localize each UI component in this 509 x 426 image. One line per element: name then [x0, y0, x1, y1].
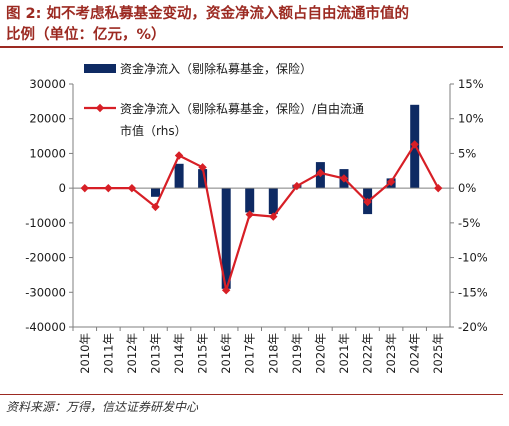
ratio-point-2023年: [386, 177, 396, 187]
right-tick-label: -10%: [458, 251, 488, 265]
ratio-point-2025年: [434, 183, 443, 193]
figure-title-line2: 比例（单位：亿元，%）: [6, 27, 166, 43]
x-tick-label: 2012年: [125, 333, 139, 374]
right-tick-label: -5%: [458, 216, 480, 230]
legend-line-label-line2: 市值（rhs）: [120, 123, 187, 138]
right-axis-ticks: 15% 10% 5% 0% -5% -10% -15% -20%: [450, 77, 488, 334]
x-tick-label: 2020年: [313, 333, 327, 374]
ratio-point-2021年: [339, 174, 349, 183]
x-tick-label: 2013年: [149, 333, 163, 374]
left-tick-label: 30000: [29, 77, 66, 91]
x-tick-label: 2017年: [243, 333, 257, 374]
x-tick-label: 2019年: [290, 333, 304, 374]
legend-line-marker: [95, 103, 105, 113]
x-tick-label: 2021年: [337, 333, 351, 374]
left-tick-label: -40000: [25, 320, 66, 334]
ratio-point-2011年: [104, 183, 113, 193]
bar-2013年: [151, 188, 160, 197]
title-divider: [0, 46, 503, 48]
ratio-point-2024年: [410, 140, 419, 149]
legend-bar-swatch: [84, 64, 116, 73]
ratio-point-2012年: [127, 183, 137, 193]
figure-title: 图 2: 如不考虑私募基金变动，资金净流入额占自由流通市值的 比例（单位：亿元，…: [6, 4, 504, 46]
bar-2014年: [174, 163, 184, 189]
right-tick-label: 5%: [458, 146, 476, 160]
ratio-point-2018年: [269, 212, 278, 221]
line-series: [80, 140, 443, 295]
left-tick-label: 20000: [29, 112, 66, 126]
left-tick-label: -10000: [25, 216, 66, 230]
x-tick-label: 2025年: [431, 333, 445, 374]
left-tick-label: -30000: [25, 285, 66, 299]
right-tick-label: -20%: [458, 320, 488, 334]
left-tick-label: 0: [59, 181, 66, 195]
chart-canvas: 30000 20000 10000 0 -10000 -20000 -30000 -40000…: [25, 61, 488, 374]
bar-series: [151, 104, 420, 289]
ratio-point-2015年: [198, 163, 207, 172]
ratio-line: [84, 143, 440, 292]
x-tick-label: 2014年: [172, 333, 186, 374]
x-tick-label: 2015年: [196, 333, 210, 374]
x-tick-label: 2024年: [408, 333, 422, 374]
right-tick-label: 0%: [458, 181, 476, 195]
ratio-point-2013年: [151, 202, 160, 212]
x-tick-label: 2016年: [219, 333, 233, 374]
ratio-point-2019年: [292, 181, 302, 191]
legend-line-label-line1: 资金净流入（剔除私募基金，保险）/自由流通: [120, 101, 364, 116]
bar-2016年: [221, 188, 231, 289]
ratio-point-2014年: [174, 151, 184, 160]
x-tick-label: 2023年: [384, 333, 398, 374]
right-tick-label: -15%: [458, 285, 488, 299]
ratio-point-2022年: [363, 197, 372, 207]
bar-2018年: [268, 188, 278, 215]
source-divider: [0, 394, 503, 395]
ratio-point-2016年: [221, 286, 231, 295]
right-tick-label: 10%: [458, 112, 484, 126]
x-tick-label: 2010年: [78, 333, 92, 374]
x-tick-label: 2011年: [101, 333, 115, 374]
left-tick-label: -20000: [25, 251, 66, 265]
right-tick-label: 15%: [458, 77, 484, 91]
chart-legend: 资金净流入（剔除私募基金，保险） 资金净流入（剔除私募基金，保险）/自由流通 市…: [84, 61, 364, 138]
x-tick-label: 2018年: [266, 333, 280, 374]
bar-2017年: [245, 188, 255, 213]
source-note: 资料来源：万得，信达证券研发中心: [6, 400, 199, 414]
legend-bar-label: 资金净流入（剔除私募基金，保险）: [120, 61, 312, 76]
x-axis-ticks: 2010年 2011年 2012年 2013年 2014年 2015年 2016年 2017年…: [72, 327, 445, 374]
left-tick-label: 10000: [29, 146, 66, 160]
chart-axes: [72, 84, 451, 328]
bar-2015年: [198, 169, 208, 189]
ratio-point-2017年: [245, 210, 254, 219]
ratio-point-2020年: [316, 168, 325, 178]
x-tick-label: 2022年: [361, 333, 375, 374]
ratio-point-2010年: [80, 183, 89, 193]
figure-title-line1: 图 2: 如不考虑私募基金变动，资金净流入额占自由流通市值的: [6, 6, 409, 22]
left-axis-ticks: 30000 20000 10000 0 -10000 -20000 -30000 -40000: [25, 77, 73, 334]
